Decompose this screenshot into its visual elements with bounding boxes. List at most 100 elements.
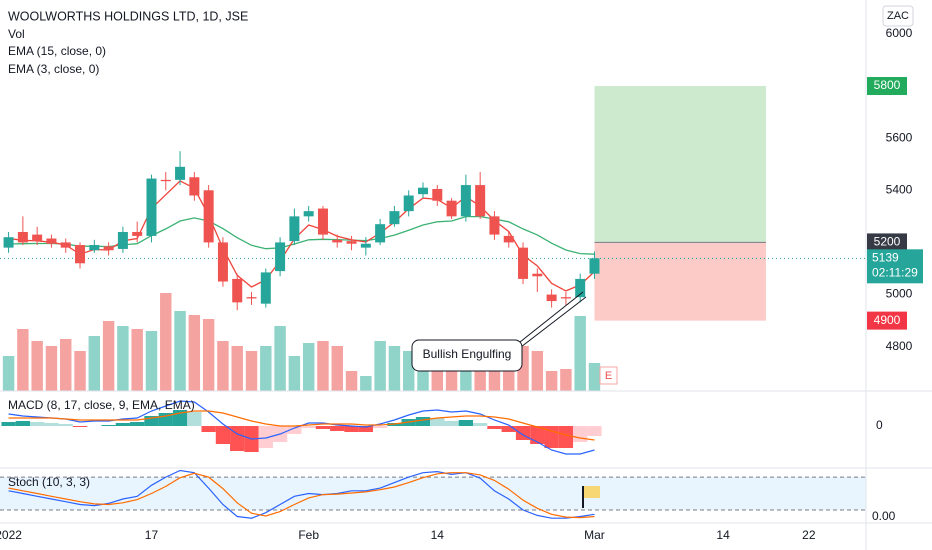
- target-zone: [594, 86, 766, 243]
- volume-bar: [560, 369, 572, 391]
- macd-histogram-bar: [473, 423, 488, 426]
- volume-bar: [2, 356, 15, 391]
- macd-histogram-bar: [1, 422, 16, 426]
- candle-body: [460, 185, 471, 217]
- last-price-label: [867, 249, 923, 284]
- candle-body: [375, 224, 386, 243]
- candle-body: [60, 242, 71, 248]
- stop-label: [867, 311, 907, 330]
- candle-body: [75, 245, 86, 264]
- x-tick-label: 14: [431, 528, 445, 542]
- entry-label: [867, 233, 907, 252]
- candle-body: [146, 178, 157, 236]
- candle-body: [17, 231, 28, 243]
- macd-histogram-bar: [315, 426, 331, 429]
- volume-bar: [402, 351, 415, 391]
- candle-body: [518, 247, 529, 279]
- candle-body: [446, 200, 457, 217]
- macd-histogram-bar: [58, 424, 73, 426]
- macd-histogram-bar: [458, 420, 474, 426]
- volume-bar: [274, 326, 286, 391]
- macd-histogram-bar: [587, 426, 602, 436]
- macd-histogram-bar: [101, 425, 116, 426]
- candle-body: [117, 231, 128, 249]
- candle-body: [289, 216, 300, 242]
- candle-body: [317, 208, 328, 235]
- legend-stoch: Stoch (10, 3, 3): [8, 475, 90, 489]
- macd-histogram-bar: [115, 423, 131, 426]
- x-tick-label: 2022: [0, 528, 22, 542]
- last-price-text: 5139: [872, 250, 899, 264]
- macd-histogram-bar: [15, 421, 31, 426]
- stoch-d-line: [8, 472, 595, 519]
- countdown-text: 02:11:29: [872, 265, 918, 279]
- volume-bar: [488, 366, 501, 391]
- candle-body: [489, 216, 500, 235]
- candle-body: [332, 239, 343, 243]
- y-tick-label: 4800: [886, 339, 913, 353]
- macd-histogram-bar: [372, 426, 388, 428]
- candle-body: [389, 211, 400, 225]
- candle-body: [260, 272, 271, 304]
- y-tick-label: 6000: [886, 26, 913, 40]
- macd-histogram-bar: [187, 412, 202, 426]
- macd-histogram-bar: [444, 421, 459, 426]
- candle-body: [175, 166, 186, 180]
- macd-histogram-bar: [558, 426, 574, 448]
- y-tick-label: 5000: [886, 287, 913, 301]
- legend-volume: Vol: [8, 27, 25, 41]
- macd-histogram-bar: [130, 422, 145, 426]
- volume-bar: [202, 319, 215, 391]
- macd-histogram-bar: [44, 423, 59, 426]
- currency-label: ZAC: [887, 10, 909, 22]
- macd-histogram-bar: [230, 426, 245, 451]
- event-marker[interactable]: [599, 366, 618, 385]
- volume-bar: [45, 346, 58, 391]
- volume-bar: [231, 346, 243, 391]
- volume-bar: [188, 315, 201, 391]
- legend-ema: EMA (15, close, 0): [8, 44, 106, 58]
- volume-bar: [17, 329, 29, 391]
- volume-bar: [160, 293, 172, 391]
- candle-body: [503, 235, 514, 243]
- target-label: [867, 77, 907, 96]
- volume-bar: [60, 339, 72, 391]
- macd-histogram-bar: [530, 426, 545, 444]
- stop-label-text: 4900: [874, 313, 901, 327]
- candle-body: [89, 245, 100, 251]
- candle-body: [303, 211, 314, 217]
- x-tick-label: 22: [802, 528, 816, 542]
- volume-bar: [517, 346, 529, 391]
- candle-body: [32, 234, 43, 242]
- volume-bar: [445, 356, 458, 391]
- macd-histogram-bar: [344, 426, 359, 432]
- volume-bar: [588, 363, 601, 391]
- candle-body: [46, 238, 57, 244]
- volume-bar: [288, 356, 301, 391]
- candle-body: [203, 190, 214, 243]
- flag-pole: [582, 486, 584, 508]
- macd-histogram-bar: [258, 426, 273, 448]
- macd-histogram-bar: [201, 426, 216, 432]
- macd-histogram-bar: [215, 426, 231, 444]
- candle-body: [546, 294, 557, 302]
- annotation-arrow: [519, 291, 584, 343]
- candle-body: [360, 243, 371, 248]
- candle-body: [417, 187, 428, 195]
- x-tick-label: Mar: [584, 528, 605, 542]
- candle-body: [160, 179, 171, 182]
- volume-bar: [174, 311, 186, 391]
- signal-line: [8, 410, 595, 441]
- volume-bar: [302, 343, 315, 391]
- candle-body: [232, 278, 243, 303]
- candle-body: [432, 188, 443, 201]
- candle-body: [132, 231, 143, 236]
- currency-badge[interactable]: [882, 5, 914, 27]
- volume-bar: [31, 341, 43, 391]
- volume-bar: [131, 329, 143, 391]
- candle-body: [560, 297, 571, 299]
- candle-body: [403, 195, 414, 212]
- annotation-text: Bullish Engulfing: [423, 347, 512, 361]
